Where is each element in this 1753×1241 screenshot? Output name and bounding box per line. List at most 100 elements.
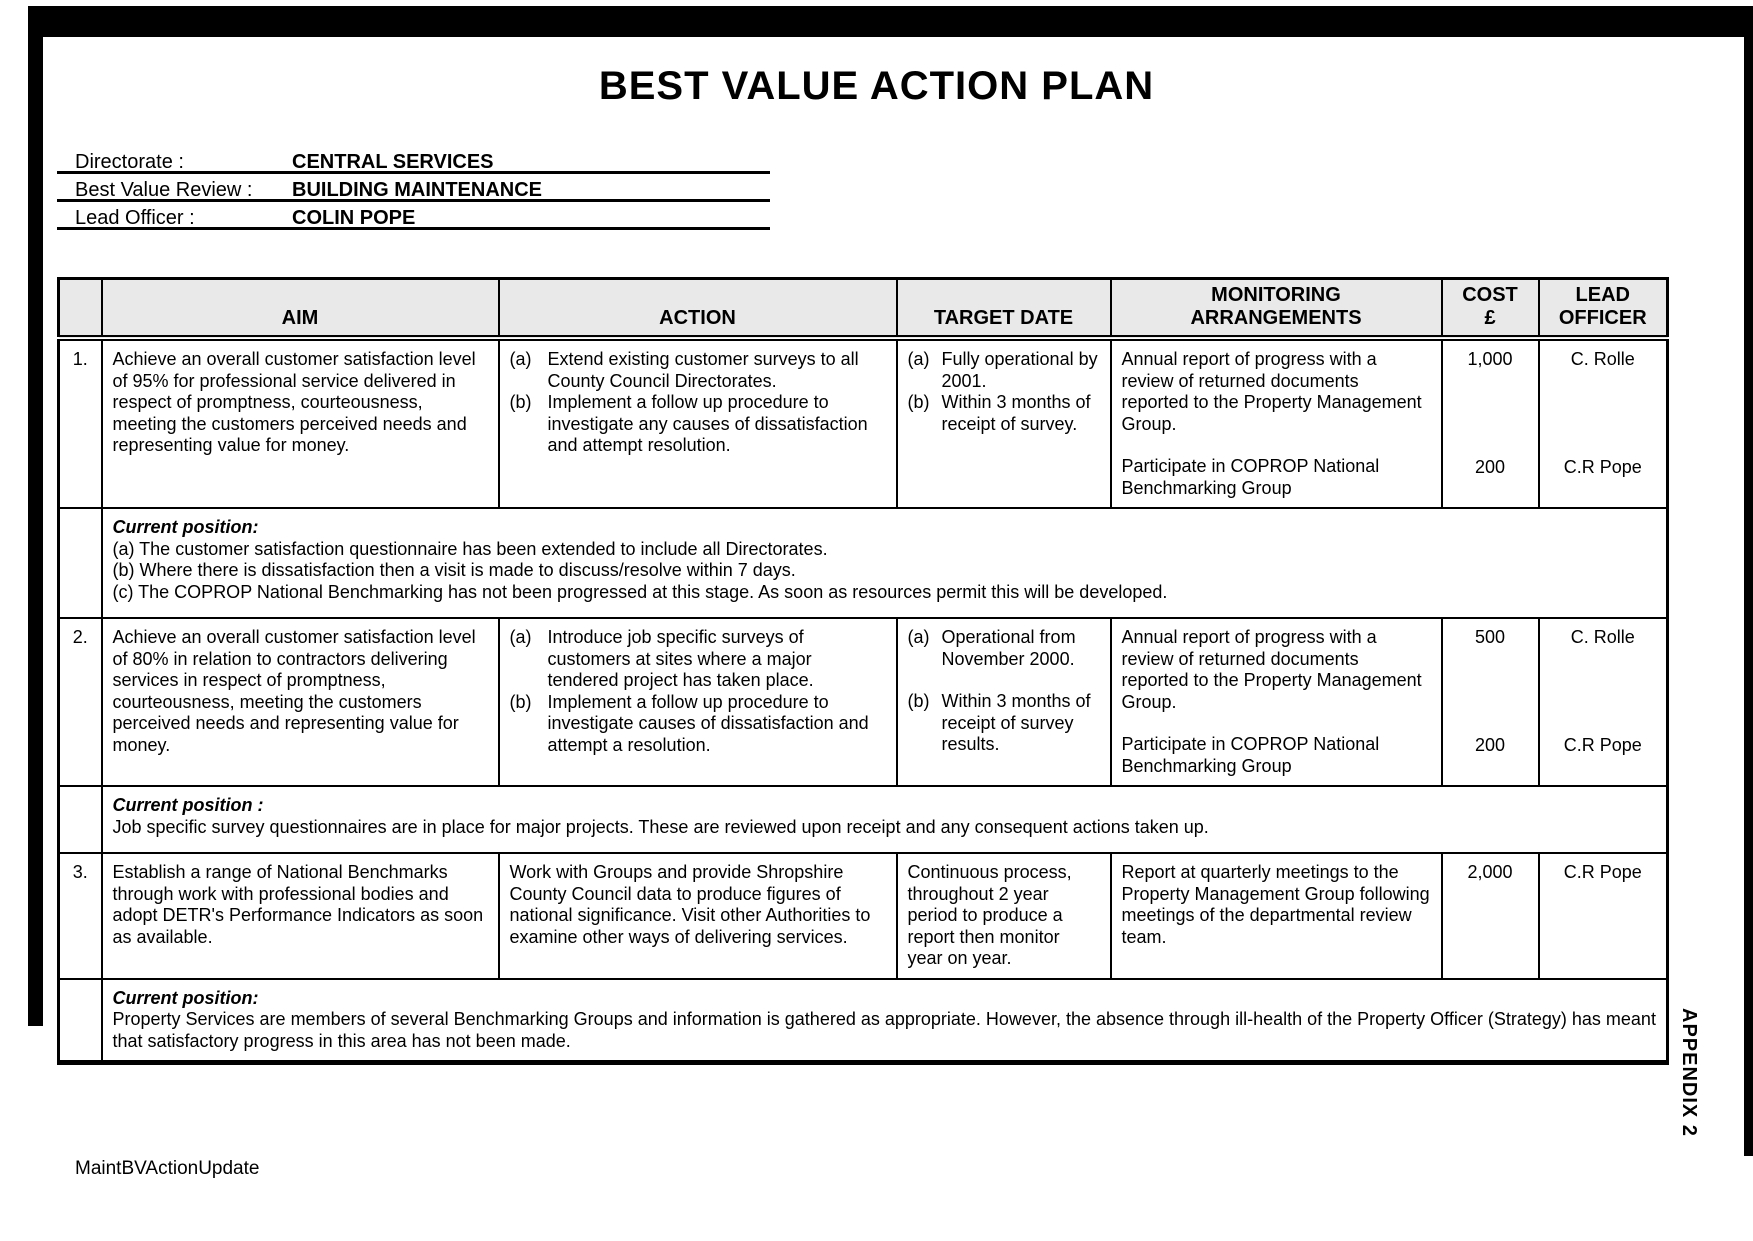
- item-text: Within 3 months of receipt of survey res…: [941, 691, 1091, 754]
- target-item: (a) Fully operational by 2001.: [908, 349, 1100, 392]
- aim-cell: Achieve an overall customer satisfaction…: [100, 617, 500, 787]
- item-marker: (a): [907, 627, 930, 647]
- action-item: (b) Implement a follow up procedure to i…: [510, 392, 886, 457]
- item-marker: (b): [509, 392, 532, 412]
- col-header-aim: AIM: [100, 277, 500, 341]
- action-cell: Work with Groups and provide Shropshire …: [497, 852, 898, 980]
- current-position-line: Property Services are members of several…: [112, 1009, 1656, 1051]
- target-date-cell: (a) Fully operational by 2001. (b) Withi…: [895, 337, 1112, 509]
- cost-value: 200: [1474, 734, 1506, 755]
- field-row-directorate: Directorate : CENTRAL SERVICES: [57, 146, 770, 174]
- col-header-action: ACTION: [497, 277, 898, 341]
- row-number: 3.: [57, 852, 103, 980]
- monitoring-paragraph: Annual report of progress with a review …: [1121, 627, 1422, 712]
- col-header-lead-officer: LEAD OFFICER: [1537, 277, 1669, 341]
- monitoring-paragraph: Annual report of progress with a review …: [1121, 349, 1422, 434]
- item-text: Operational from November 2000.: [941, 627, 1076, 669]
- cost-value: 1,000: [1467, 349, 1513, 369]
- item-marker: (b): [907, 392, 930, 412]
- scan-border-left: [28, 6, 43, 1026]
- col-header-cost-line1: COST: [1462, 284, 1518, 306]
- current-position-line: (a) The customer satisfaction questionna…: [112, 538, 828, 559]
- monitoring-paragraph: Participate in COPROP National Benchmark…: [1121, 734, 1380, 776]
- cost-cell: 1,000 200: [1440, 337, 1540, 509]
- lead-officer-value: C.R Pope: [1563, 734, 1642, 755]
- col-header-cost-line2: £: [1484, 307, 1496, 329]
- col-header-number: [57, 277, 103, 341]
- field-row-best-value-review: Best Value Review : BUILDING MAINTENANCE: [57, 174, 770, 202]
- header-fields: Directorate : CENTRAL SERVICES Best Valu…: [57, 146, 770, 230]
- monitoring-cell: Annual report of progress with a review …: [1109, 617, 1443, 787]
- lead-officer-value: C. Rolle: [1570, 349, 1635, 369]
- cost-cell: 2,000: [1440, 852, 1540, 980]
- current-position-line: (b) Where there is dissatisfaction then …: [112, 560, 796, 580]
- current-position-cell: Current position: Property Services are …: [100, 977, 1669, 1064]
- field-value: CENTRAL SERVICES: [292, 151, 494, 173]
- current-position-row: Current position : Job specific survey q…: [57, 785, 1669, 854]
- current-position-line: (c) The COPROP National Benchmarking has…: [112, 581, 1168, 602]
- lead-officer-cell: C. Rolle C.R Pope: [1537, 337, 1669, 509]
- table-row: 3. Establish a range of National Benchma…: [57, 852, 1669, 980]
- cost-cell: 500 200: [1440, 617, 1540, 787]
- current-position-row: Current position: (a) The customer satis…: [57, 507, 1669, 619]
- action-item: (a) Introduce job specific surveys of cu…: [510, 627, 886, 692]
- field-value: BUILDING MAINTENANCE: [292, 179, 542, 201]
- action-plan-table: AIM ACTION TARGET DATE MONITORING ARRANG…: [57, 277, 1669, 1065]
- cost-value: 500: [1474, 627, 1506, 647]
- scan-border-right: [1744, 6, 1753, 1156]
- field-label: Best Value Review :: [75, 179, 253, 201]
- table-row: 1. Achieve an overall customer satisfact…: [57, 337, 1669, 509]
- col-header-monitoring-line2: ARRANGEMENTS: [1190, 307, 1362, 329]
- target-item: (b) Within 3 months of receipt of survey…: [908, 691, 1100, 756]
- monitoring-cell: Annual report of progress with a review …: [1109, 337, 1443, 509]
- scan-border-top: [28, 6, 1753, 37]
- appendix-label: APPENDIX 2: [1678, 1008, 1700, 1137]
- col-header-lead-line2: OFFICER: [1558, 307, 1647, 329]
- field-row-lead-officer: Lead Officer : COLIN POPE: [57, 202, 770, 230]
- row-number: 1.: [57, 337, 103, 509]
- item-marker: (b): [509, 691, 532, 712]
- aim-cell: Establish a range of National Benchmarks…: [100, 852, 500, 980]
- field-label: Directorate :: [75, 151, 184, 173]
- col-header-monitoring: MONITORING ARRANGEMENTS: [1109, 277, 1443, 341]
- item-marker: (a): [509, 627, 532, 647]
- col-header-target-date: TARGET DATE: [895, 277, 1112, 341]
- action-item: (b) Implement a follow up procedure to i…: [510, 692, 886, 757]
- current-position-row: Current position: Property Services are …: [57, 977, 1669, 1064]
- target-date-cell: (a) Operational from November 2000. (b) …: [895, 617, 1112, 787]
- col-header-lead-line1: LEAD: [1575, 284, 1630, 306]
- lead-officer-value: C.R Pope: [1563, 456, 1642, 477]
- target-date-cell: Continuous process, throughout 2 year pe…: [895, 852, 1112, 980]
- target-item: (b) Within 3 months of receipt of survey…: [908, 392, 1100, 435]
- cost-value: 200: [1474, 456, 1506, 477]
- action-item: (a) Extend existing customer surveys to …: [510, 349, 886, 392]
- item-text: Introduce job specific surveys of custom…: [547, 627, 814, 690]
- item-text: Extend existing customer surveys to all …: [547, 349, 859, 391]
- aim-cell: Achieve an overall customer satisfaction…: [100, 337, 500, 509]
- item-marker: (b): [907, 691, 930, 711]
- row-number-empty: [57, 507, 103, 619]
- item-marker: (a): [907, 349, 930, 369]
- document-filename: MaintBVActionUpdate: [75, 1158, 260, 1179]
- row-number: 2.: [57, 617, 103, 787]
- target-item: (a) Operational from November 2000.: [908, 627, 1100, 670]
- row-number-empty: [57, 977, 103, 1064]
- current-position-heading: Current position:: [112, 517, 259, 537]
- monitoring-cell: Report at quarterly meetings to the Prop…: [1109, 852, 1443, 980]
- lead-officer-value: C. Rolle: [1570, 627, 1635, 647]
- monitoring-paragraph: Participate in COPROP National Benchmark…: [1121, 456, 1380, 498]
- col-header-monitoring-line1: MONITORING: [1211, 284, 1341, 306]
- page-title: BEST VALUE ACTION PLAN: [598, 64, 1155, 108]
- col-header-cost: COST £: [1440, 277, 1540, 341]
- lead-officer-cell: C.R Pope: [1537, 852, 1669, 980]
- current-position-heading: Current position:: [112, 987, 259, 1008]
- item-text: Fully operational by 2001.: [941, 349, 1098, 391]
- lead-officer-cell: C. Rolle C.R Pope: [1537, 617, 1669, 787]
- row-number-empty: [57, 785, 103, 854]
- current-position-cell: Current position: (a) The customer satis…: [100, 507, 1669, 619]
- item-marker: (a): [509, 349, 532, 369]
- field-value: COLIN POPE: [292, 207, 416, 229]
- item-text: Implement a follow up procedure to inves…: [547, 392, 868, 455]
- current-position-cell: Current position : Job specific survey q…: [100, 785, 1669, 854]
